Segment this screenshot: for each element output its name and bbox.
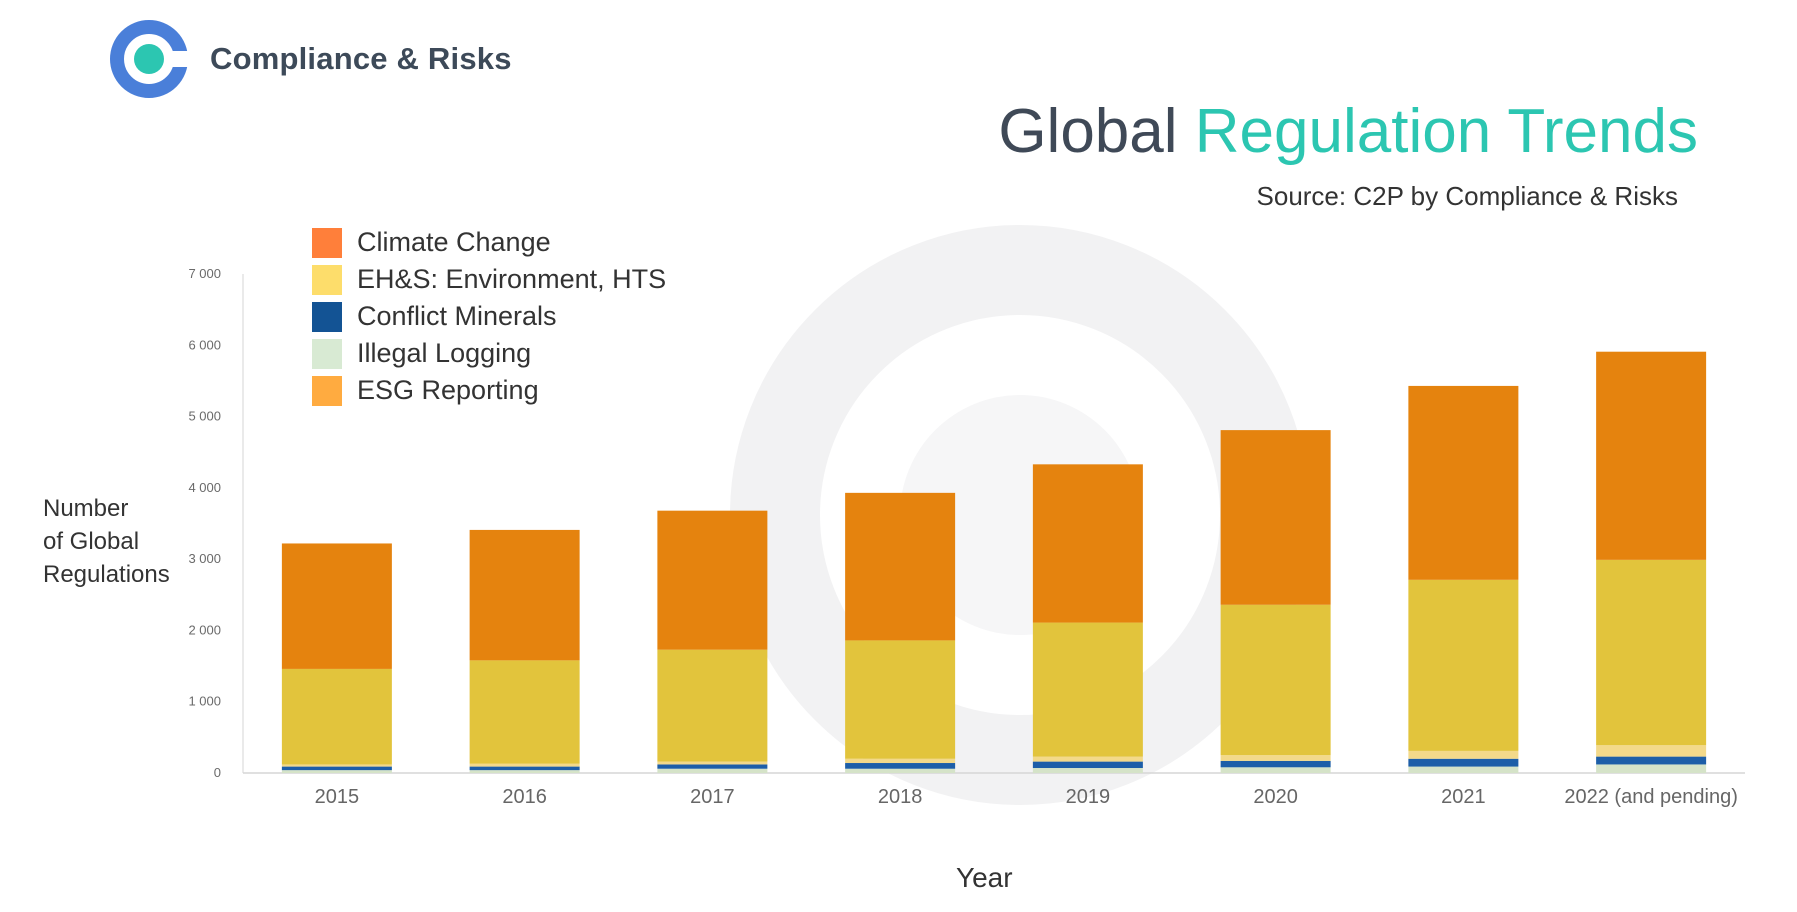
y-tick-label: 5 000 xyxy=(188,409,221,424)
bar-segment-eh-s-environment-hts xyxy=(1596,559,1707,746)
y-tick-label: 2 000 xyxy=(188,622,221,637)
bar-segment-eh-s-environment-hts xyxy=(469,660,580,764)
y-tick-label: 6 000 xyxy=(188,337,221,352)
x-tick-label: 2016 xyxy=(502,786,547,808)
bar-segment-eh-s-environment-hts xyxy=(845,640,956,759)
x-axis-label: Year xyxy=(956,862,1013,893)
bar-segment-esg-reporting xyxy=(1220,755,1331,761)
bar-segment-illegal-logging xyxy=(281,770,392,773)
bar-segment-climate-change xyxy=(281,543,392,669)
y-axis-label: Number of Global Regulations xyxy=(43,492,170,591)
bar-segment-conflict-minerals xyxy=(1596,756,1707,765)
bar-segment-conflict-minerals xyxy=(657,764,768,769)
bar-segment-conflict-minerals xyxy=(845,763,956,769)
legend-label: EH&S: Environment, HTS xyxy=(357,264,667,294)
legend-label: Climate Change xyxy=(357,227,551,257)
chart-legend: Climate Change EH&S: Environment, HTS Co… xyxy=(312,224,666,409)
legend-swatch xyxy=(312,301,342,332)
y-axis-label-line: of Global xyxy=(43,528,140,555)
legend-label: ESG Reporting xyxy=(357,375,539,405)
x-tick-labels: 2015 2016 2017 2018 2019 2020 2021 2022 (and pe… xyxy=(315,786,1738,808)
bar-segment-eh-s-environment-hts xyxy=(1220,604,1331,756)
x-tick-label: 2022 (and pending) xyxy=(1564,786,1737,808)
legend-item-ehs: EH&S: Environment, HTS xyxy=(312,261,666,298)
bar-segment-illegal-logging xyxy=(1596,764,1707,773)
bar-segment-climate-change xyxy=(657,510,768,650)
legend-swatch xyxy=(312,227,342,258)
source-note: Source: C2P by Compliance & Risks xyxy=(1256,181,1678,211)
bar-segment-climate-change xyxy=(469,529,580,661)
x-tick-label: 2020 xyxy=(1253,786,1298,808)
y-tick-label: 0 xyxy=(214,765,221,780)
bar-segment-illegal-logging xyxy=(1408,766,1519,773)
bar-segment-esg-reporting xyxy=(281,764,392,767)
bar-segment-conflict-minerals xyxy=(469,766,580,771)
y-tick-label: 1 000 xyxy=(188,694,221,709)
x-tick-label: 2018 xyxy=(878,786,923,808)
bar-segment-esg-reporting xyxy=(1596,745,1707,757)
bar-segment-eh-s-environment-hts xyxy=(657,649,768,762)
bar-segment-conflict-minerals xyxy=(281,766,392,771)
title-part-1: Global xyxy=(998,97,1195,166)
bar-segment-esg-reporting xyxy=(845,758,956,764)
y-tick-label: 3 000 xyxy=(188,551,221,566)
bar-segment-climate-change xyxy=(845,492,956,641)
bar-segment-illegal-logging xyxy=(1032,768,1143,773)
bar-segment-eh-s-environment-hts xyxy=(1032,622,1143,757)
bar-segment-climate-change xyxy=(1220,430,1331,605)
bar-segment-esg-reporting xyxy=(469,763,580,767)
bar-segment-eh-s-environment-hts xyxy=(281,668,392,765)
bar-segment-illegal-logging xyxy=(1220,767,1331,773)
bar-segment-illegal-logging xyxy=(469,770,580,773)
bar-segment-esg-reporting xyxy=(1408,750,1519,759)
x-tick-label: 2015 xyxy=(315,786,360,808)
y-tick-label: 7 000 xyxy=(188,266,221,281)
y-tick-label: 4 000 xyxy=(188,480,221,495)
bar-segment-conflict-minerals xyxy=(1032,761,1143,769)
bar-segment-climate-change xyxy=(1032,464,1143,623)
title-part-2: Regulation Trends xyxy=(1194,97,1698,166)
y-axis-label-line: Number xyxy=(43,495,129,522)
legend-label: Illegal Logging xyxy=(357,338,532,368)
bar-segment-esg-reporting xyxy=(657,761,768,765)
legend-item-esg-reporting: ESG Reporting xyxy=(312,372,666,409)
compliance-risks-logo-icon xyxy=(110,20,190,98)
page-title: Global Regulation Trends xyxy=(998,96,1698,167)
chart-bars xyxy=(281,351,1707,773)
bar-segment-climate-change xyxy=(1408,385,1519,580)
bar-segment-climate-change xyxy=(1596,351,1707,560)
legend-item-climate-change: Climate Change xyxy=(312,224,666,261)
bar-segment-esg-reporting xyxy=(1032,756,1143,762)
y-axis-label-line: Regulations xyxy=(43,561,170,588)
legend-swatch xyxy=(312,338,342,369)
legend-swatch xyxy=(312,264,342,295)
legend-label: Conflict Minerals xyxy=(357,301,557,331)
bar-segment-illegal-logging xyxy=(657,768,768,773)
legend-item-illegal-logging: Illegal Logging xyxy=(312,335,666,372)
bar-segment-eh-s-environment-hts xyxy=(1408,579,1519,751)
y-tick-labels: 0 1 000 2 000 3 000 4 000 5 000 6 000 7 000 xyxy=(188,266,221,780)
legend-swatch xyxy=(312,375,342,406)
bar-segment-conflict-minerals xyxy=(1408,758,1519,767)
x-tick-label: 2021 xyxy=(1441,786,1486,808)
x-tick-label: 2019 xyxy=(1066,786,1111,808)
bar-segment-conflict-minerals xyxy=(1220,760,1331,768)
brand-logo: Compliance & Risks xyxy=(108,18,512,100)
brand-name: Compliance & Risks xyxy=(210,41,512,76)
bar-segment-illegal-logging xyxy=(845,768,956,773)
legend-item-conflict-minerals: Conflict Minerals xyxy=(312,298,666,335)
x-tick-label: 2017 xyxy=(690,786,735,808)
